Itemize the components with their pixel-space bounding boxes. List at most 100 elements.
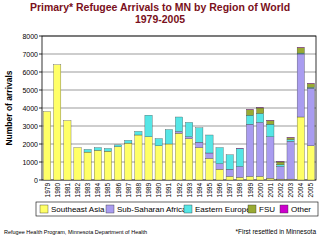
bar-segment — [135, 135, 142, 180]
tick-label: 8000 — [22, 33, 38, 40]
legend-swatch — [184, 205, 192, 213]
x-tick-label: 2002 — [277, 183, 284, 198]
bar-segment — [185, 122, 192, 136]
bar-segment — [145, 115, 152, 116]
bar-segment — [104, 149, 111, 152]
bar-segment — [135, 131, 142, 132]
bar-segment — [114, 144, 121, 145]
bar-segment — [196, 127, 203, 128]
bar-segment — [267, 120, 274, 121]
bar-segment — [246, 110, 253, 115]
legend-label: Southeast Asia — [51, 205, 105, 214]
x-tick-label: 1990 — [155, 183, 162, 198]
tick-label: 2000 — [22, 141, 38, 148]
x-tick-label: 1999 — [247, 183, 254, 198]
bar-segment — [216, 148, 223, 164]
tick-label: 7000 — [22, 51, 38, 58]
bar-segment — [257, 108, 264, 113]
bar-segment — [236, 177, 243, 180]
x-tick-label: 1980 — [54, 183, 61, 198]
bar-segment — [206, 135, 213, 136]
tick — [39, 162, 42, 163]
x-tick-label: 1984 — [94, 183, 101, 198]
bar-segment — [257, 176, 264, 180]
bar-segment — [43, 111, 50, 112]
bar-segment — [175, 117, 182, 131]
tick — [39, 72, 42, 73]
bar-segment — [135, 131, 142, 132]
legend-swatch — [106, 205, 114, 213]
title: Primary* Refugee Arrivals to MN by Regio… — [30, 1, 290, 25]
bar-segment — [155, 138, 162, 139]
bar-segment — [114, 145, 121, 147]
bar-segment — [104, 148, 111, 149]
grid-line — [42, 36, 316, 37]
bar-segment — [196, 148, 203, 180]
bar-segment — [155, 138, 162, 139]
legend-label: Other — [291, 205, 311, 214]
x-tick-label: 1995 — [206, 183, 213, 198]
bar-segment — [287, 140, 294, 142]
bar-segment — [64, 120, 71, 121]
bar-segment — [94, 147, 101, 148]
bar-segment — [226, 155, 233, 169]
tick — [39, 108, 42, 109]
bar-segment — [185, 139, 192, 180]
bar-segment — [246, 109, 253, 110]
x-tick-label: 1997 — [226, 183, 233, 198]
bar-segment — [64, 121, 71, 180]
bar-segment — [43, 111, 50, 112]
bar-segment — [175, 117, 182, 118]
x-tick-label: 1991 — [165, 183, 172, 198]
title-line: Primary* Refugee Arrivals to MN by Regio… — [30, 1, 290, 13]
bar-segment — [267, 121, 274, 125]
x-tick-label: 1994 — [196, 183, 203, 198]
bar-segment — [246, 176, 253, 180]
bar-segment — [175, 131, 182, 133]
bar-segment — [246, 124, 253, 176]
tick-label: 1000 — [22, 159, 38, 166]
x-tick-label: 1989 — [145, 183, 152, 198]
legend-label: Eastern Europe — [195, 205, 251, 214]
plot-frame — [42, 36, 316, 180]
bar-segment — [175, 117, 182, 118]
bar-segment — [287, 137, 294, 138]
bar-segment — [165, 130, 172, 144]
legend-swatch — [280, 205, 288, 213]
bar-segment — [84, 149, 91, 152]
bar-segment — [165, 129, 172, 130]
bar-segment — [196, 127, 203, 128]
bar-segment — [307, 146, 314, 180]
bar-segment — [135, 131, 142, 135]
bar-segment — [216, 169, 223, 180]
bar-segment — [125, 140, 132, 141]
tick — [39, 54, 42, 55]
bar-segment — [267, 137, 274, 178]
chart: Primary* Refugee Arrivals to MN by Regio… — [0, 0, 320, 240]
x-tick-label: 1981 — [64, 183, 71, 198]
bar-segment — [297, 54, 304, 117]
bars — [43, 47, 314, 180]
bar-segment — [54, 65, 61, 180]
tick — [39, 126, 42, 127]
bar-segment — [165, 129, 172, 130]
bar-segment — [64, 120, 71, 121]
x-tick-label: 1986 — [115, 183, 122, 198]
bar-segment — [206, 153, 213, 158]
bar-segment — [257, 107, 264, 108]
tick-label: 0 — [34, 177, 38, 184]
bar-segment — [84, 149, 91, 150]
bar-segment — [226, 176, 233, 180]
bar-segment — [226, 169, 233, 176]
x-tick-label: 2004 — [297, 183, 304, 198]
bar-segment — [277, 167, 284, 180]
bar-segment — [185, 122, 192, 123]
x-tick-label: 2003 — [287, 183, 294, 198]
bar-segment — [145, 115, 152, 116]
tick — [39, 90, 42, 91]
legend-swatch — [248, 205, 256, 213]
tick — [39, 180, 42, 181]
bar-segment — [54, 64, 61, 65]
bar-segment — [206, 135, 213, 153]
bar-segment — [307, 88, 314, 146]
